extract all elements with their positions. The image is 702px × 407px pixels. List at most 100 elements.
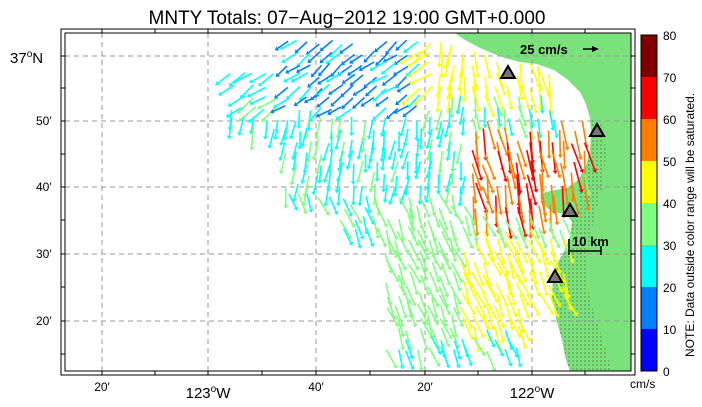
current-vector	[420, 274, 431, 297]
vector-head	[297, 146, 303, 150]
vector-head	[490, 326, 496, 331]
vector-head	[512, 175, 518, 180]
current-vector	[342, 198, 353, 217]
vector-shaft	[386, 260, 398, 280]
vector-shaft	[539, 271, 547, 294]
vector-shaft	[352, 185, 355, 203]
current-vector	[319, 39, 334, 52]
vector-shaft	[335, 129, 342, 148]
vector-shaft	[552, 119, 558, 136]
current-vector	[394, 249, 407, 271]
vector-head	[546, 155, 552, 159]
vector-shaft	[338, 150, 344, 169]
vector-shaft	[418, 196, 430, 216]
current-vector	[450, 315, 459, 338]
vector-shaft	[399, 82, 411, 91]
vector-head	[225, 113, 230, 118]
current-vector	[449, 238, 458, 263]
vector-shaft	[274, 119, 279, 137]
current-vector	[306, 141, 312, 163]
current-vector	[424, 185, 431, 204]
vector-head	[453, 333, 459, 338]
vector-shaft	[354, 228, 361, 246]
current-vector	[431, 262, 441, 284]
current-vector	[257, 97, 278, 110]
vector-shaft	[515, 240, 527, 262]
lat-label-1: 50′	[36, 114, 52, 128]
vector-shaft	[398, 263, 405, 283]
vector-head	[522, 345, 528, 350]
current-vector	[473, 262, 485, 287]
vector-head	[400, 346, 405, 351]
current-vector	[516, 74, 524, 101]
current-vector	[459, 306, 473, 330]
colorbar-segment	[641, 245, 657, 287]
current-vector	[473, 337, 486, 357]
vector-head	[393, 109, 398, 114]
vector-head	[270, 109, 275, 114]
current-vector	[515, 347, 523, 368]
vector-shaft	[485, 350, 495, 369]
vector-shaft	[318, 96, 330, 106]
colorbar-segment	[641, 35, 657, 77]
vector-shaft	[450, 315, 457, 335]
current-vector	[393, 105, 409, 114]
vector-head	[341, 79, 347, 84]
vector-shaft	[327, 171, 332, 189]
current-vector	[352, 96, 366, 109]
current-vector	[574, 130, 583, 161]
vector-shaft	[308, 43, 320, 54]
current-vector	[538, 227, 548, 249]
vector-shaft	[318, 165, 322, 181]
vector-head	[394, 322, 399, 328]
vector-head	[424, 199, 430, 204]
current-vector	[435, 86, 441, 113]
current-vector	[360, 96, 375, 107]
vector-shaft	[453, 340, 461, 357]
current-vector	[445, 141, 451, 162]
vector-shaft	[387, 237, 397, 256]
vector-shaft	[415, 161, 422, 177]
vector-head	[486, 75, 492, 80]
colorbar-segment	[641, 329, 657, 371]
vector-shaft	[405, 175, 410, 193]
current-vector	[452, 270, 462, 292]
vector-shaft	[496, 129, 508, 154]
vector-shaft	[483, 295, 495, 316]
vector-shaft	[368, 150, 374, 167]
vector-shaft	[321, 39, 334, 50]
vector-head	[352, 104, 357, 109]
vector-shaft	[474, 208, 478, 234]
current-vector	[538, 292, 554, 315]
vector-shaft	[450, 284, 460, 303]
vector-head	[435, 249, 440, 254]
vector-head	[274, 46, 280, 51]
vector-shaft	[426, 314, 433, 336]
vector-head	[356, 179, 361, 184]
vector-head	[325, 211, 330, 216]
vector-shaft	[517, 274, 530, 295]
current-vector	[527, 239, 541, 264]
vector-shaft	[296, 41, 308, 52]
current-vector	[431, 329, 441, 351]
vector-shaft	[515, 282, 528, 304]
vector-head	[417, 279, 422, 284]
vector-head	[517, 363, 523, 368]
vector-shaft	[419, 249, 427, 269]
vector-shaft	[506, 294, 516, 315]
current-vector	[452, 349, 461, 369]
vector-shaft	[384, 74, 396, 85]
current-vector	[517, 325, 528, 350]
vector-shaft	[563, 239, 573, 261]
vector-head	[296, 68, 301, 74]
vector-shaft	[228, 107, 242, 117]
current-vector	[349, 204, 363, 225]
vector-head	[425, 157, 431, 161]
vector-shaft	[365, 195, 371, 211]
vector-shaft	[453, 307, 463, 325]
vector-head	[556, 303, 562, 308]
vector-shaft	[538, 292, 553, 313]
current-vector	[364, 206, 375, 225]
vector-shaft	[377, 96, 389, 106]
current-vector	[418, 196, 431, 218]
